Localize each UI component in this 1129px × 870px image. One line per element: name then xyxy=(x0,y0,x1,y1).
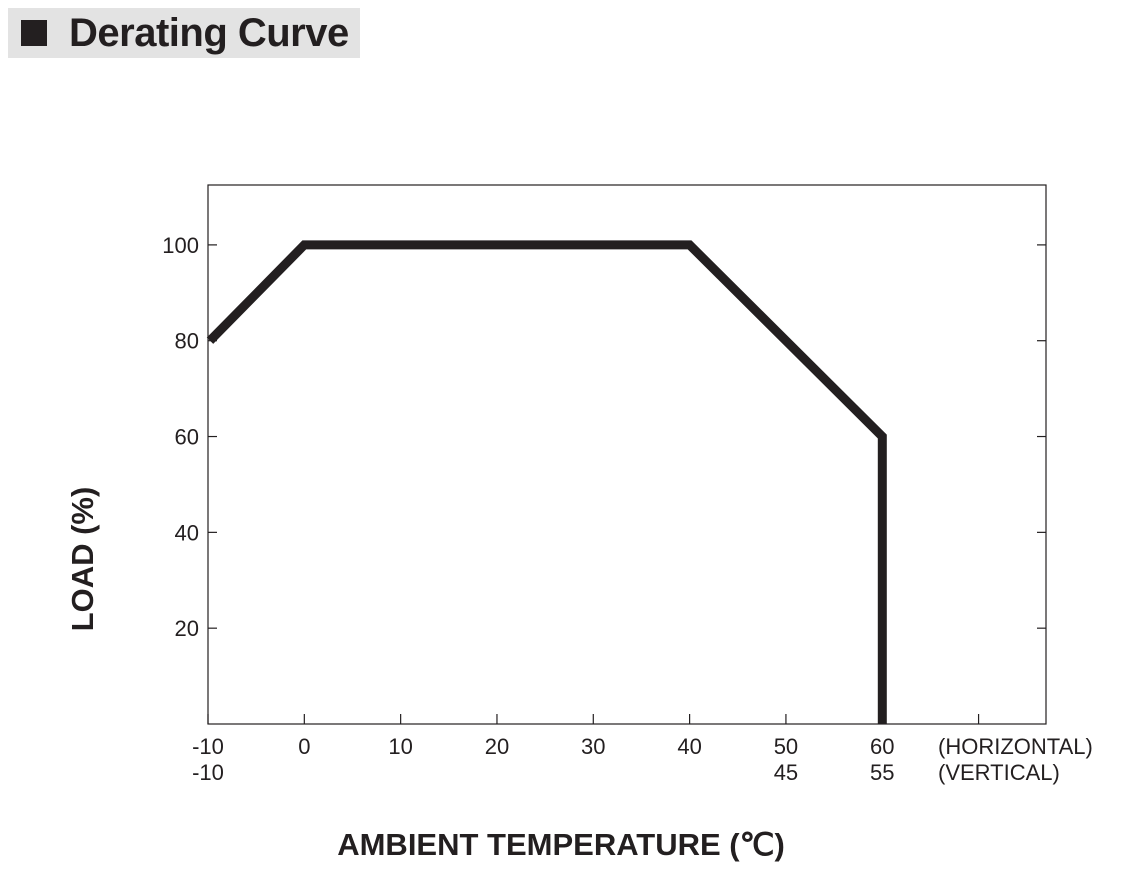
x-tick-label-vertical: -10 xyxy=(192,760,224,785)
row-label-vertical: (VERTICAL) xyxy=(938,760,1060,785)
x-tick-label-horizontal: 40 xyxy=(677,734,701,759)
y-tick-label: 80 xyxy=(175,329,199,354)
tick-group xyxy=(207,244,1046,724)
square-bullet-icon xyxy=(21,20,47,46)
x-tick-label-horizontal: 30 xyxy=(581,734,605,759)
x-tick-label-horizontal: 10 xyxy=(388,734,412,759)
x-tick-label-vertical: 45 xyxy=(774,760,798,785)
derating-curve-line xyxy=(206,240,887,724)
y-axis-title: LOAD (%) xyxy=(65,487,100,632)
y-tick-label: 60 xyxy=(175,425,199,450)
plot-frame xyxy=(207,184,1047,725)
x-tick-label-horizontal: 60 xyxy=(870,734,894,759)
section-title: Derating Curve xyxy=(69,10,349,55)
x-tick-label-horizontal: 0 xyxy=(298,734,310,759)
x-tick-label-vertical: 55 xyxy=(870,760,894,785)
y-tick-label: 100 xyxy=(162,233,199,258)
row-label-horizontal: (HORIZONTAL) xyxy=(938,734,1093,759)
y-tick-label: 20 xyxy=(175,616,199,641)
x-tick-label-horizontal: -10 xyxy=(192,734,224,759)
x-tick-label-horizontal: 50 xyxy=(774,734,798,759)
x-tick-label-horizontal: 20 xyxy=(485,734,509,759)
y-tick-label: 40 xyxy=(175,520,199,545)
x-axis-title: AMBIENT TEMPERATURE (℃) xyxy=(337,827,785,862)
section-header: Derating Curve xyxy=(8,8,360,58)
